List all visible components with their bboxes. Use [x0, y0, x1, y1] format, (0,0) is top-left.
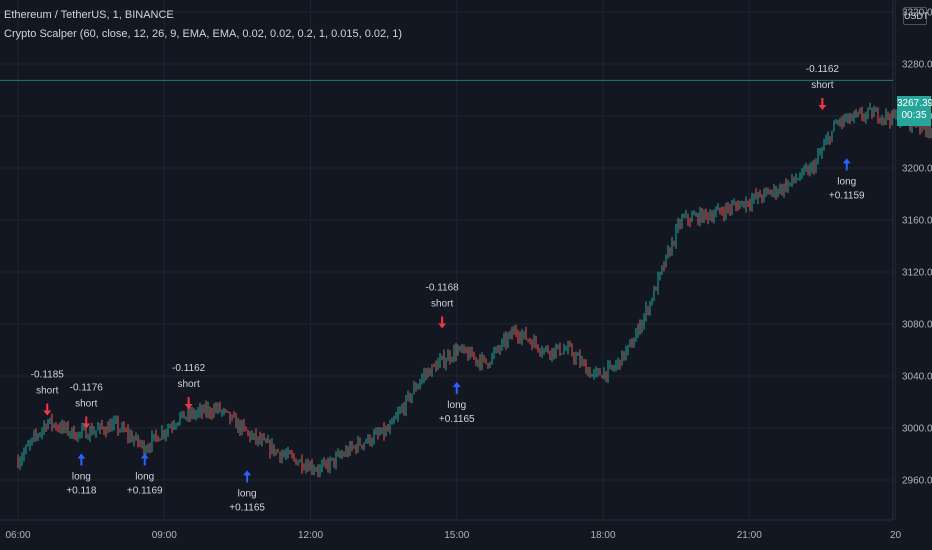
long-signal-label: long	[238, 488, 257, 499]
long-arrow-icon	[77, 453, 86, 459]
long-signal-label: long	[837, 176, 856, 187]
last-price-value: 3267.39	[897, 98, 932, 109]
long-arrow-icon	[452, 382, 461, 387]
last-price-tag: 3267.39 00:35	[897, 96, 932, 126]
y-tick-label: 3080.00	[902, 320, 932, 331]
short-signal-value: -0.1162	[806, 64, 840, 75]
long-signal-label: long	[135, 472, 154, 483]
short-arrow-icon	[82, 423, 91, 429]
long-signal-value: +0.1159	[829, 190, 865, 201]
indicator-legend[interactable]: Crypto Scalper (60, close, 12, 26, 9, EM…	[4, 28, 403, 40]
x-tick-label: 06:00	[5, 530, 30, 541]
y-tick-label: 3000.00	[902, 424, 932, 435]
short-signal-value: -0.1176	[70, 383, 104, 394]
y-tick-label: 3200.00	[902, 164, 932, 175]
short-signal-value: -0.1185	[31, 370, 65, 381]
long-arrow-icon	[243, 470, 252, 476]
x-tick-label: 18:00	[590, 530, 615, 541]
y-tick-label: 3040.00	[902, 372, 932, 383]
y-tick-label: 3120.00	[902, 268, 932, 279]
y-tick-label: 3280.00	[902, 60, 932, 71]
short-arrow-icon	[438, 323, 447, 329]
x-tick-label: 12:00	[298, 530, 323, 541]
currency-badge[interactable]: USDT	[903, 7, 929, 25]
long-signal-value: +0.1169	[127, 486, 163, 497]
short-signal-value: -0.1162	[172, 363, 206, 374]
short-signal-label: short	[178, 379, 200, 390]
x-tick-label: 21:00	[737, 530, 762, 541]
long-arrow-icon	[140, 453, 149, 459]
short-arrow-icon	[818, 105, 827, 110]
x-tick-label: 20	[890, 530, 902, 541]
long-arrow-icon	[842, 158, 851, 164]
bar-countdown: 00:35	[901, 110, 927, 121]
y-tick-label: 3160.00	[902, 216, 932, 227]
short-signal-label: short	[36, 386, 58, 397]
short-signal-value: -0.1168	[426, 282, 460, 293]
long-signal-value: +0.1165	[229, 502, 265, 513]
short-arrow-icon	[184, 404, 193, 409]
short-signal-label: short	[431, 298, 453, 309]
long-signal-label: long	[72, 472, 91, 483]
long-signal-label: long	[447, 400, 466, 411]
long-signal-value: +0.1165	[439, 414, 475, 425]
x-tick-label: 09:00	[152, 530, 177, 541]
y-tick-label: 3320.00	[902, 8, 932, 19]
short-signal-label: short	[75, 399, 97, 410]
y-tick-label: 2960.00	[902, 476, 932, 487]
symbol-title[interactable]: Ethereum / TetherUS, 1, BINANCE	[4, 9, 174, 21]
short-arrow-icon	[43, 410, 52, 416]
short-signal-label: short	[811, 80, 833, 91]
x-tick-label: 15:00	[444, 530, 469, 541]
long-signal-value: +0.118	[66, 486, 97, 497]
